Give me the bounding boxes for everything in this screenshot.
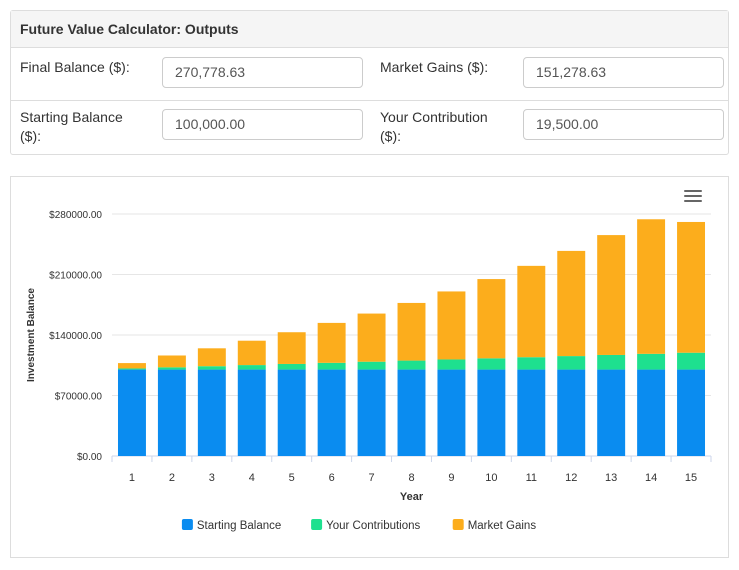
- y-tick-label: $70000.00: [55, 392, 103, 403]
- bar-your-contributions: [117, 368, 146, 370]
- legend-swatch: [181, 519, 193, 530]
- bar-market-gains: [677, 221, 706, 353]
- bar-your-contributions: [397, 360, 426, 370]
- hamburger-menu-icon[interactable]: [684, 190, 702, 204]
- bar-starting-balance: [357, 369, 386, 456]
- x-tick-label: 1: [129, 472, 135, 484]
- market-gains-label: Market Gains ($):: [380, 59, 489, 75]
- bar-starting-balance: [157, 369, 186, 456]
- contribution-label: Your Contribution ($):: [380, 108, 488, 146]
- bar-your-contributions: [517, 357, 546, 370]
- bar-market-gains: [357, 313, 386, 362]
- y-tick-label: $280000.00: [49, 210, 102, 221]
- x-tick-label: 2: [169, 472, 175, 484]
- x-tick-label: 7: [369, 472, 375, 484]
- bar-market-gains: [557, 250, 586, 357]
- bar-market-gains: [277, 332, 306, 364]
- x-tick-label: 4: [249, 472, 255, 484]
- bar-market-gains: [117, 363, 146, 369]
- bar-market-gains: [597, 235, 626, 355]
- bar-market-gains: [397, 302, 426, 361]
- x-axis-title: Year: [400, 491, 424, 503]
- outputs-row-1: Final Balance ($): 270,778.63 Market Gai…: [11, 48, 728, 101]
- starting-balance-label-line1: Starting Balance: [20, 109, 123, 125]
- bar-your-contributions: [197, 366, 226, 370]
- bar-market-gains: [437, 291, 466, 360]
- final-balance-field[interactable]: 270,778.63: [162, 57, 363, 88]
- y-tick-label: $0.00: [77, 452, 102, 463]
- starting-balance-label-line2: ($):: [20, 128, 41, 144]
- legend-swatch: [311, 519, 323, 530]
- x-tick-label: 13: [605, 472, 617, 484]
- bar-starting-balance: [397, 369, 426, 456]
- bar-starting-balance: [277, 369, 306, 456]
- menu-line-icon: [684, 200, 702, 202]
- x-tick-label: 8: [408, 472, 414, 484]
- legend-swatch: [452, 519, 464, 530]
- x-tick-label: 12: [565, 472, 577, 484]
- final-balance-label: Final Balance ($):: [20, 59, 130, 75]
- legend-label: Market Gains: [468, 520, 537, 532]
- bar-market-gains: [317, 322, 346, 363]
- outputs-row-2: Starting Balance ($): 100,000.00 Your Co…: [11, 101, 728, 155]
- bar-your-contributions: [477, 358, 506, 370]
- bar-market-gains: [477, 279, 506, 359]
- bar-starting-balance: [477, 369, 506, 456]
- panel-title: Future Value Calculator: Outputs: [11, 11, 728, 48]
- bar-your-contributions: [357, 361, 386, 370]
- bar-your-contributions: [677, 352, 706, 370]
- bar-market-gains: [637, 219, 666, 354]
- bar-your-contributions: [637, 353, 666, 370]
- contribution-label-line1: Your Contribution: [380, 109, 488, 125]
- starting-balance-label: Starting Balance ($):: [20, 108, 123, 146]
- market-gains-field[interactable]: 151,278.63: [523, 57, 724, 88]
- bar-your-contributions: [437, 359, 466, 370]
- x-tick-label: 9: [448, 472, 454, 484]
- bar-your-contributions: [237, 365, 266, 370]
- x-tick-label: 15: [685, 472, 697, 484]
- y-tick-label: $210000.00: [49, 271, 102, 282]
- menu-line-icon: [684, 195, 702, 197]
- bar-starting-balance: [517, 369, 546, 456]
- bar-market-gains: [197, 348, 226, 367]
- bar-your-contributions: [597, 354, 626, 370]
- bar-market-gains: [237, 340, 266, 366]
- legend-label: Starting Balance: [197, 520, 281, 532]
- y-tick-label: $140000.00: [49, 331, 102, 342]
- bar-your-contributions: [157, 367, 186, 370]
- contribution-label-line2: ($):: [380, 128, 401, 144]
- bar-starting-balance: [677, 369, 706, 456]
- bar-your-contributions: [277, 363, 306, 370]
- outputs-panel: Future Value Calculator: Outputs Final B…: [10, 10, 729, 155]
- x-tick-label: 10: [485, 472, 497, 484]
- menu-line-icon: [684, 190, 702, 192]
- bar-starting-balance: [437, 369, 466, 456]
- bar-your-contributions: [317, 362, 346, 370]
- bar-starting-balance: [317, 369, 346, 456]
- x-tick-label: 5: [289, 472, 295, 484]
- bar-market-gains: [157, 355, 186, 368]
- contribution-field[interactable]: 19,500.00: [523, 109, 724, 140]
- bar-market-gains: [517, 265, 546, 358]
- bar-starting-balance: [597, 369, 626, 456]
- x-tick-label: 14: [645, 472, 657, 484]
- x-tick-label: 3: [209, 472, 215, 484]
- bar-your-contributions: [557, 356, 586, 370]
- y-axis-title: Investment Balance: [26, 288, 37, 382]
- legend-label: Your Contributions: [326, 520, 420, 532]
- bar-starting-balance: [117, 369, 146, 456]
- x-tick-label: 11: [526, 472, 537, 484]
- starting-balance-field[interactable]: 100,000.00: [162, 109, 363, 140]
- bar-starting-balance: [637, 369, 666, 456]
- bar-starting-balance: [557, 369, 586, 456]
- x-tick-label: 6: [329, 472, 335, 484]
- bar-starting-balance: [237, 369, 266, 456]
- bar-starting-balance: [197, 369, 226, 456]
